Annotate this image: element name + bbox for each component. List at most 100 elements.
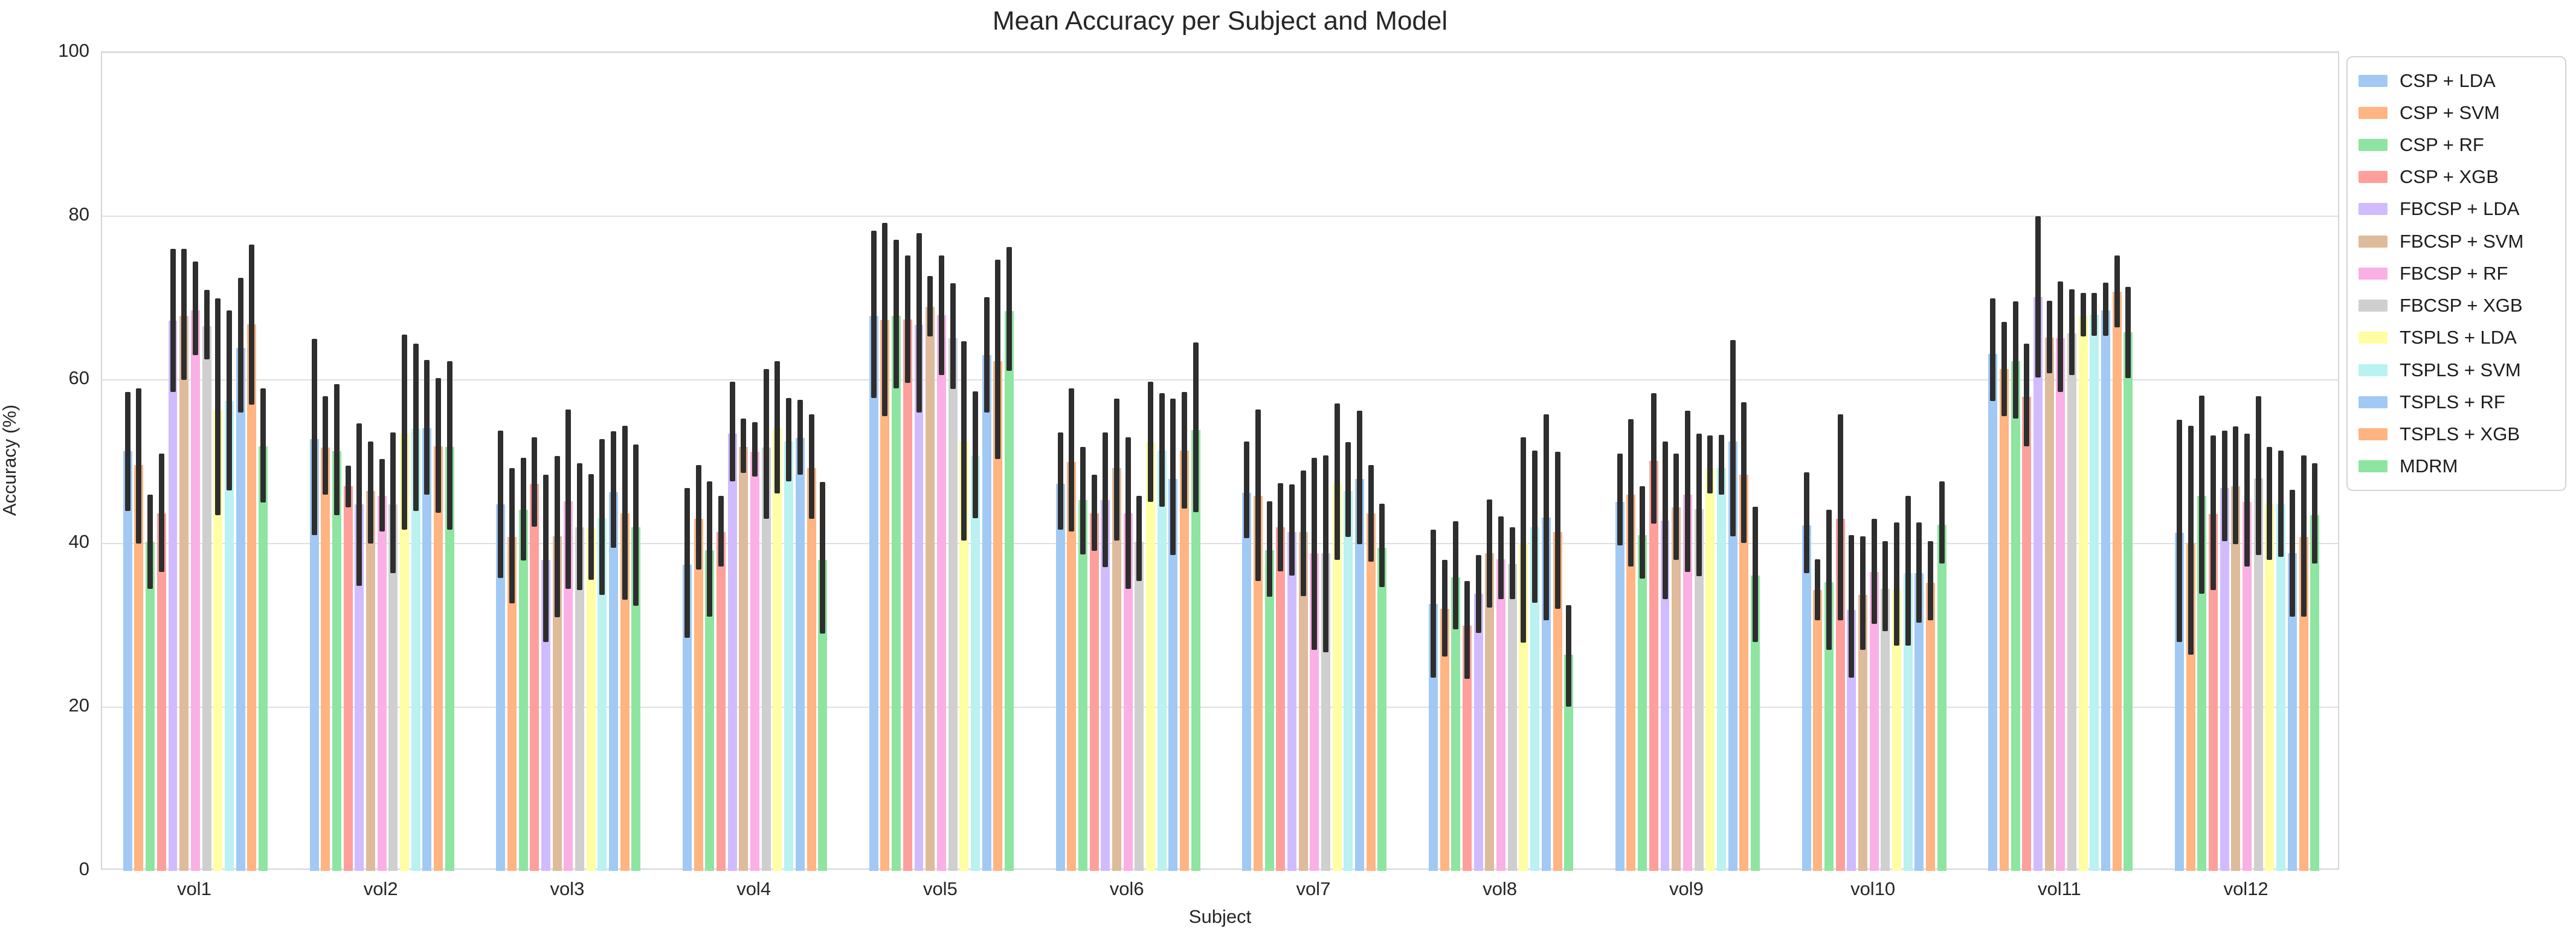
bar-vol7-TSPLSSVM xyxy=(1344,491,1353,871)
error-bar-vol2-TSPLSLDA xyxy=(401,335,407,530)
error-bar-vol4-TSPLSRF xyxy=(797,399,803,475)
error-bar-vol12-FBCSPXGB xyxy=(2255,396,2261,555)
bar-vol8-MDRM xyxy=(1564,655,1574,871)
error-bar-vol8-FBCSPRF xyxy=(1498,516,1504,600)
x-tick-label-vol4: vol4 xyxy=(736,878,771,899)
error-bar-vol11-CSPSVM xyxy=(2001,321,2007,416)
bar-vol1-MDRM xyxy=(258,446,268,871)
bar-vol2-CSPSVM xyxy=(321,448,330,871)
error-bar-vol3-TSPLSLDA xyxy=(588,474,594,580)
bar-vol6-FBCSPSVM xyxy=(1112,468,1121,871)
error-bar-vol9-TSPLSLDA xyxy=(1707,435,1713,494)
error-bar-vol10-CSPLDA xyxy=(1803,472,1809,573)
bar-vol9-CSPXGB xyxy=(1649,461,1658,871)
bar-vol12-TSPLSXGB xyxy=(2299,537,2308,871)
error-bar-vol6-CSPXGB xyxy=(1091,475,1097,551)
error-bar-vol3-CSPRF xyxy=(520,457,526,561)
bar-vol2-MDRM xyxy=(445,447,454,871)
bar-vol5-CSPXGB xyxy=(903,319,912,871)
bar-vol9-TSPLSLDA xyxy=(1705,468,1715,871)
bar-vol2-CSPXGB xyxy=(343,486,353,871)
bar-vol6-CSPSVM xyxy=(1067,461,1077,871)
bar-vol4-CSPXGB xyxy=(716,532,726,871)
error-bar-vol10-FBCSPXGB xyxy=(1882,541,1889,631)
error-bar-vol9-FBCSPLDA xyxy=(1662,441,1668,600)
bar-vol9-CSPSVM xyxy=(1626,494,1636,871)
error-bar-vol1-TSPLSXGB xyxy=(249,245,255,405)
legend-item: TSPLS + RF xyxy=(2359,391,2554,413)
bar-vol7-FBCSPLDA xyxy=(1287,532,1296,871)
legend-item: FBCSP + SVM xyxy=(2359,231,2554,252)
legend-item: FBCSP + XGB xyxy=(2359,295,2554,316)
error-bar-vol3-TSPLSSVM xyxy=(599,438,605,596)
error-bar-vol11-TSPLSLDA xyxy=(2080,293,2086,337)
error-bar-vol5-MDRM xyxy=(1006,247,1012,371)
error-bar-vol2-FBCSPSVM xyxy=(367,441,373,544)
legend-item: CSP + RF xyxy=(2359,134,2554,156)
bar-vol4-TSPLSXGB xyxy=(807,468,816,871)
bar-vol9-FBCSPLDA xyxy=(1660,521,1670,871)
bar-vol2-FBCSPSVM xyxy=(365,491,375,871)
bar-vol9-CSPLDA xyxy=(1615,501,1624,871)
error-bar-vol5-TSPLSSVM xyxy=(972,391,978,518)
legend-label: MDRM xyxy=(2400,455,2458,477)
legend-item: CSP + LDA xyxy=(2359,70,2554,92)
legend-swatch-icon xyxy=(2359,267,2388,280)
error-bar-vol2-CSPSVM xyxy=(323,396,329,495)
bar-vol6-TSPLSLDA xyxy=(1145,441,1155,871)
error-bar-vol2-CSPRF xyxy=(333,384,340,515)
chart-title: Mean Accuracy per Subject and Model xyxy=(992,6,1448,36)
bar-vol11-TSPLSLDA xyxy=(2078,316,2088,871)
bar-vol8-FBCSPLDA xyxy=(1473,593,1483,871)
bar-vol10-TSPLSRF xyxy=(1914,573,1924,871)
bar-vol5-CSPLDA xyxy=(869,316,878,871)
error-bar-vol1-MDRM xyxy=(260,388,266,503)
gridline-y-20 xyxy=(102,707,2338,708)
bar-vol9-FBCSPXGB xyxy=(1694,509,1704,871)
error-bar-vol5-FBCSPXGB xyxy=(950,283,956,389)
error-bar-vol8-FBCSPXGB xyxy=(1509,527,1515,600)
legend-item: CSP + XGB xyxy=(2359,166,2554,188)
legend: CSP + LDA CSP + SVM CSP + RF CSP + XGB FBCSP… xyxy=(2346,56,2566,491)
error-bar-vol5-CSPXGB xyxy=(904,255,910,384)
bar-vol4-TSPLSRF xyxy=(795,438,805,871)
error-bar-vol5-FBCSPSVM xyxy=(927,275,933,337)
legend-swatch-icon xyxy=(2359,203,2388,216)
error-bar-vol12-TSPLSXGB xyxy=(2301,455,2307,617)
error-bar-vol4-TSPLSLDA xyxy=(774,361,781,494)
error-bar-vol2-FBCSPLDA xyxy=(356,423,362,586)
error-bar-vol11-CSPRF xyxy=(2012,301,2018,419)
bar-vol4-TSPLSLDA xyxy=(773,428,782,871)
error-bar-vol7-TSPLSXGB xyxy=(1368,464,1374,562)
error-bar-vol3-FBCSPLDA xyxy=(543,475,549,642)
bar-vol11-CSPLDA xyxy=(1988,353,1998,871)
legend-swatch-icon xyxy=(2359,428,2388,441)
bar-vol4-FBCSPXGB xyxy=(761,448,771,871)
bar-vol5-FBCSPRF xyxy=(936,315,946,871)
legend-item: MDRM xyxy=(2359,455,2554,477)
legend-swatch-icon xyxy=(2359,74,2388,87)
error-bar-vol9-FBCSPRF xyxy=(1684,411,1690,573)
legend-label: CSP + SVM xyxy=(2400,101,2500,123)
error-bar-vol1-TSPLSSVM xyxy=(226,310,232,490)
error-bar-vol7-CSPLDA xyxy=(1244,441,1250,538)
bar-vol10-FBCSPRF xyxy=(1869,572,1879,871)
error-bar-vol10-FBCSPSVM xyxy=(1860,536,1866,650)
error-bar-vol6-TSPLSSVM xyxy=(1159,393,1165,507)
bar-vol1-FBCSPXGB xyxy=(202,326,211,871)
error-bar-vol3-TSPLSRF xyxy=(611,431,617,548)
error-bar-vol4-FBCSPLDA xyxy=(729,381,735,481)
bar-vol5-TSPLSRF xyxy=(982,355,991,871)
x-tick-label-vol5: vol5 xyxy=(923,878,958,899)
error-bar-vol11-FBCSPXGB xyxy=(2069,289,2075,375)
bar-vol12-TSPLSLDA xyxy=(2265,503,2275,871)
y-tick-label-20: 20 xyxy=(68,695,89,716)
bar-vol2-TSPLSLDA xyxy=(399,434,409,871)
error-bar-vol6-MDRM xyxy=(1193,342,1199,513)
legend-swatch-icon xyxy=(2359,139,2388,152)
y-tick-label-100: 100 xyxy=(58,40,89,61)
legend-swatch-icon xyxy=(2359,300,2388,312)
legend-item: TSPLS + XGB xyxy=(2359,423,2554,445)
error-bar-vol11-CSPXGB xyxy=(2024,344,2030,446)
bar-vol1-CSPRF xyxy=(146,542,155,871)
